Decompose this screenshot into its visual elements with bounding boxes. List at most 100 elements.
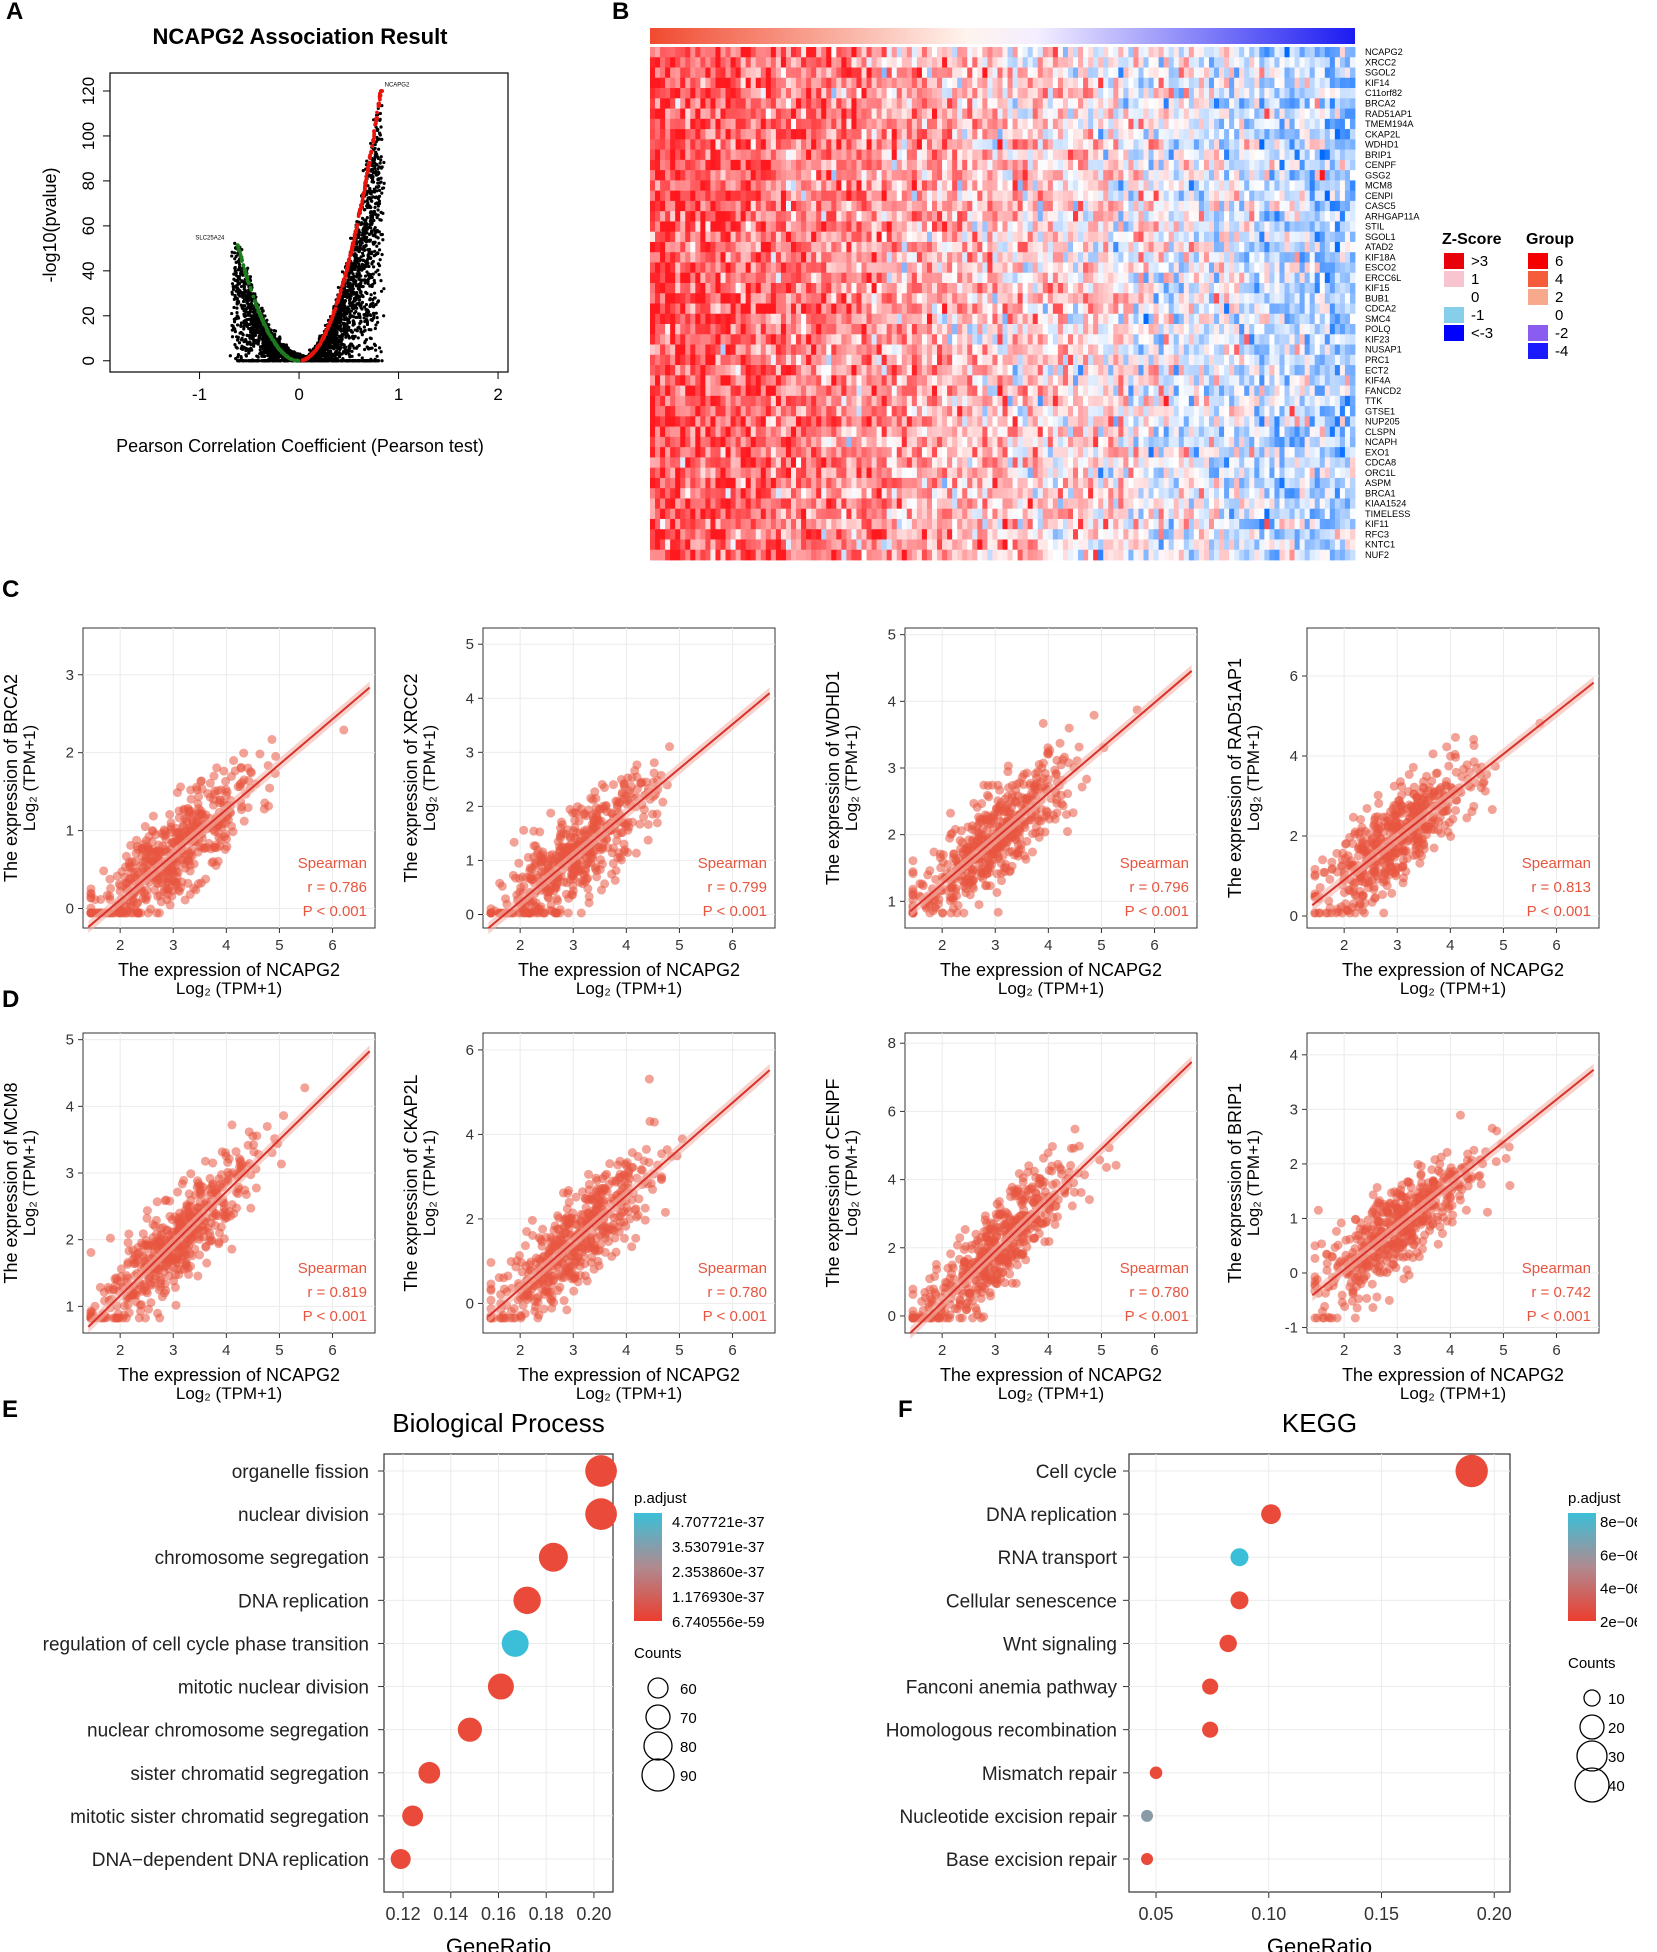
data-point: [247, 317, 251, 321]
heatmap-cell: [866, 108, 872, 120]
heatmap-cell: [730, 77, 737, 89]
heatmap-cell: [705, 108, 711, 120]
heatmap-cell: [775, 57, 782, 68]
heatmap-cell: [1249, 47, 1255, 58]
heatmap-cell: [660, 88, 666, 99]
heatmap-cell: [670, 129, 676, 140]
positive-point: [377, 95, 382, 100]
heatmap-cell: [1168, 67, 1175, 79]
heatmap-cell: [1193, 57, 1200, 68]
heatmap-cell: [796, 129, 802, 140]
heatmap-cell: [1088, 47, 1094, 58]
data-point: [342, 314, 346, 319]
heatmap-cell: [967, 108, 973, 120]
heatmap-cell: [1339, 67, 1346, 79]
heatmap-cell: [841, 67, 847, 79]
heatmap-cell: [1244, 98, 1250, 109]
heatmap-cell: [901, 88, 908, 99]
heatmap-cell: [730, 118, 737, 130]
data-point: [241, 333, 245, 337]
data-point: [364, 307, 368, 312]
heatmap-cell: [846, 67, 852, 79]
heatmap-cell: [947, 98, 953, 109]
heatmap-cell: [1284, 129, 1290, 140]
data-point: [372, 265, 376, 269]
heatmap-cell: [1083, 108, 1089, 120]
heatmap-cell: [1319, 118, 1326, 130]
heatmap-cell: [745, 57, 752, 68]
data-point: [245, 333, 249, 337]
chart-title: NCAPG2 Association Result: [152, 24, 448, 49]
data-point: [257, 320, 261, 325]
heatmap-cell: [1108, 108, 1114, 120]
heatmap-cell: [942, 77, 948, 89]
heatmap-cell: [715, 77, 721, 89]
heatmap-cell: [770, 98, 777, 109]
data-point: [340, 302, 344, 306]
data-point: [302, 354, 306, 358]
heatmap-cell: [811, 139, 817, 150]
heatmap-cell: [1113, 57, 1119, 68]
heatmap-cell: [861, 98, 867, 109]
heatmap-cell: [710, 129, 716, 140]
heatmap-cell: [1148, 118, 1154, 130]
data-point: [367, 264, 371, 269]
heatmap-cell: [866, 88, 872, 99]
x-tick-label: -1: [192, 385, 207, 404]
data-point: [336, 308, 341, 312]
data-point: [346, 280, 350, 284]
heatmap-cell: [876, 129, 883, 140]
data-point: [349, 287, 353, 291]
heatmap-cell: [972, 47, 978, 58]
heatmap-cell: [665, 88, 671, 99]
negative-point: [275, 345, 280, 350]
heatmap-cell: [937, 118, 943, 130]
heatmap-cell: [1198, 108, 1205, 120]
heatmap-cell: [1143, 47, 1149, 58]
heatmap-cell: [700, 67, 706, 79]
heatmap-cell: [977, 88, 983, 99]
heatmap-cell: [780, 129, 787, 140]
heatmap-cell: [1208, 98, 1215, 109]
heatmap-cell: [992, 98, 998, 109]
heatmap-cell: [745, 98, 752, 109]
heatmap-cell: [1349, 57, 1356, 68]
data-point: [232, 251, 237, 255]
heatmap-cell: [1153, 57, 1160, 68]
heatmap-cell: [947, 67, 953, 79]
heatmap-cell: [785, 129, 792, 140]
data-point: [373, 166, 377, 171]
data-point: [348, 293, 353, 297]
heatmap-cell: [967, 139, 973, 150]
heatmap-cell: [841, 108, 847, 120]
heatmap-cell: [650, 67, 656, 79]
heatmap-cell: [1153, 129, 1160, 140]
data-point: [363, 319, 367, 324]
heatmap-cell: [700, 139, 706, 150]
heatmap-cell: [1052, 108, 1059, 120]
heatmap-cell: [806, 118, 812, 130]
data-point: [358, 278, 362, 282]
heatmap-cell: [826, 98, 832, 109]
data-point: [339, 346, 343, 350]
heatmap-cell: [831, 77, 837, 89]
data-point: [357, 265, 361, 269]
data-point: [350, 349, 354, 353]
data-point: [368, 336, 372, 340]
data-point: [380, 191, 384, 195]
heatmap-cell: [680, 118, 686, 130]
negative-point: [239, 256, 244, 261]
heatmap-cell: [1214, 129, 1220, 140]
heatmap-cell: [856, 67, 862, 79]
heatmap-cell: [1057, 67, 1064, 79]
data-point: [364, 239, 368, 243]
heatmap-cell: [1098, 88, 1104, 99]
data-point: [336, 317, 340, 321]
heatmap-cell: [957, 57, 963, 68]
heatmap-cell: [710, 108, 716, 120]
data-point: [252, 342, 256, 346]
heatmap-cell: [690, 88, 696, 99]
data-point: [327, 359, 331, 363]
heatmap-cell: [720, 57, 726, 68]
heatmap-cell: [932, 67, 938, 79]
